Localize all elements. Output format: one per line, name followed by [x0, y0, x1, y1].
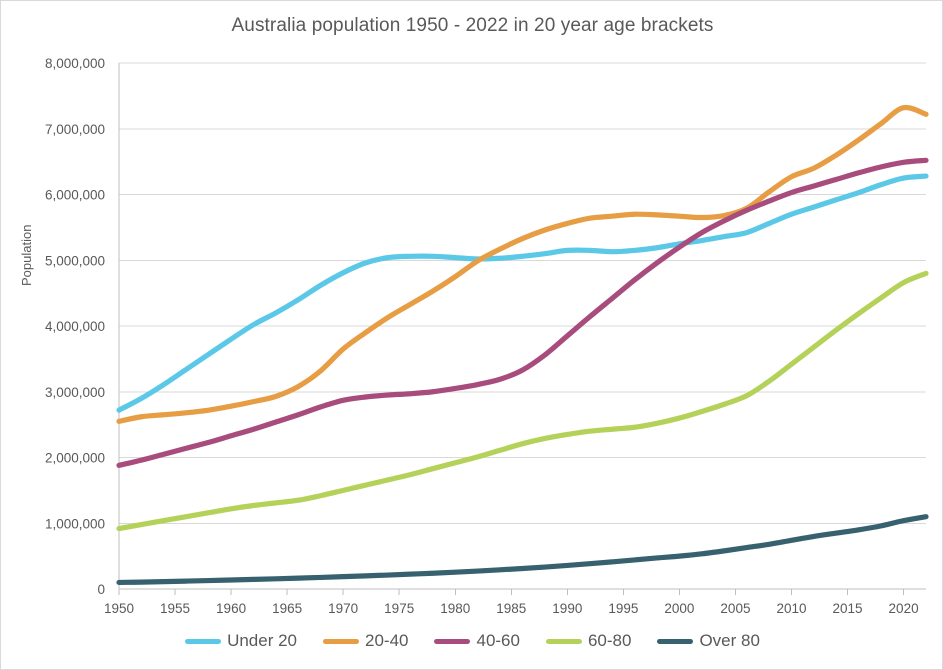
y-tick-label: 8,000,000 — [45, 56, 105, 71]
x-tick-label: 1990 — [552, 601, 582, 616]
x-tick-label: 2015 — [833, 601, 863, 616]
x-tick-label: 1960 — [216, 601, 246, 616]
y-tick-label: 1,000,000 — [45, 516, 105, 531]
legend-item-40-60[interactable]: 40-60 — [434, 631, 520, 651]
series-line-over-80 — [116, 514, 929, 586]
series-line-under-20 — [116, 173, 929, 413]
legend-item-over-80[interactable]: Over 80 — [657, 631, 760, 651]
legend-item-label: 40-60 — [476, 631, 520, 650]
x-tick-label: 2005 — [720, 601, 750, 616]
x-tick-label: 1950 — [104, 601, 134, 616]
y-tick-label: 6,000,000 — [45, 188, 105, 203]
y-tick-label: 3,000,000 — [45, 385, 105, 400]
x-axis-tickmarks — [118, 589, 905, 595]
data-series — [116, 104, 929, 586]
series-line-20-40 — [116, 104, 929, 424]
x-tick-label: 1955 — [160, 601, 190, 616]
gridlines — [118, 62, 926, 590]
series-line-60-80 — [116, 270, 929, 532]
chart-legend: Under 20 20-40 40-60 60-80 Over 80 — [1, 631, 942, 651]
x-tick-label: 1985 — [496, 601, 526, 616]
chart-title: Australia population 1950 - 2022 in 20 y… — [231, 15, 714, 36]
x-tick-label: 1980 — [440, 601, 470, 616]
y-tick-label: 7,000,000 — [45, 122, 105, 137]
legend-swatch-icon — [434, 638, 471, 644]
series-line-40-60 — [116, 157, 929, 468]
legend-swatch-icon — [545, 638, 582, 644]
x-axis-tick-labels: 1950 1955 1960 1965 1970 1975 1980 1985 1990 1995… — [104, 601, 919, 616]
y-tick-label: 2,000,000 — [45, 451, 105, 466]
y-tick-label: 0 — [97, 582, 105, 597]
legend-item-20-40[interactable]: 20-40 — [323, 631, 408, 651]
legend-item-label: Under 20 — [227, 631, 297, 650]
x-tick-label: 1965 — [272, 601, 302, 616]
x-tick-label: 1975 — [384, 601, 414, 616]
x-tick-label: 1995 — [608, 601, 638, 616]
legend-swatch-icon — [657, 638, 694, 644]
legend-swatch-icon — [323, 638, 359, 644]
y-tick-label: 4,000,000 — [45, 319, 105, 334]
legend-item-60-80[interactable]: 60-80 — [545, 631, 632, 651]
x-tick-label: 2010 — [776, 601, 806, 616]
x-tick-label: 2020 — [889, 601, 919, 616]
y-axis-tick-labels: 0 1,000,000 2,000,000 3,000,000 4,000,000 5,0… — [45, 56, 105, 597]
x-tick-label: 2000 — [664, 601, 694, 616]
legend-item-label: 20-40 — [365, 631, 409, 650]
legend-item-label: 60-80 — [587, 631, 632, 650]
x-tick-label: 1970 — [328, 601, 358, 616]
legend-swatch-icon — [185, 638, 222, 644]
y-tick-label: 5,000,000 — [45, 253, 105, 268]
legend-item-under-20[interactable]: Under 20 — [185, 631, 297, 651]
legend-item-label: Over 80 — [699, 631, 760, 650]
